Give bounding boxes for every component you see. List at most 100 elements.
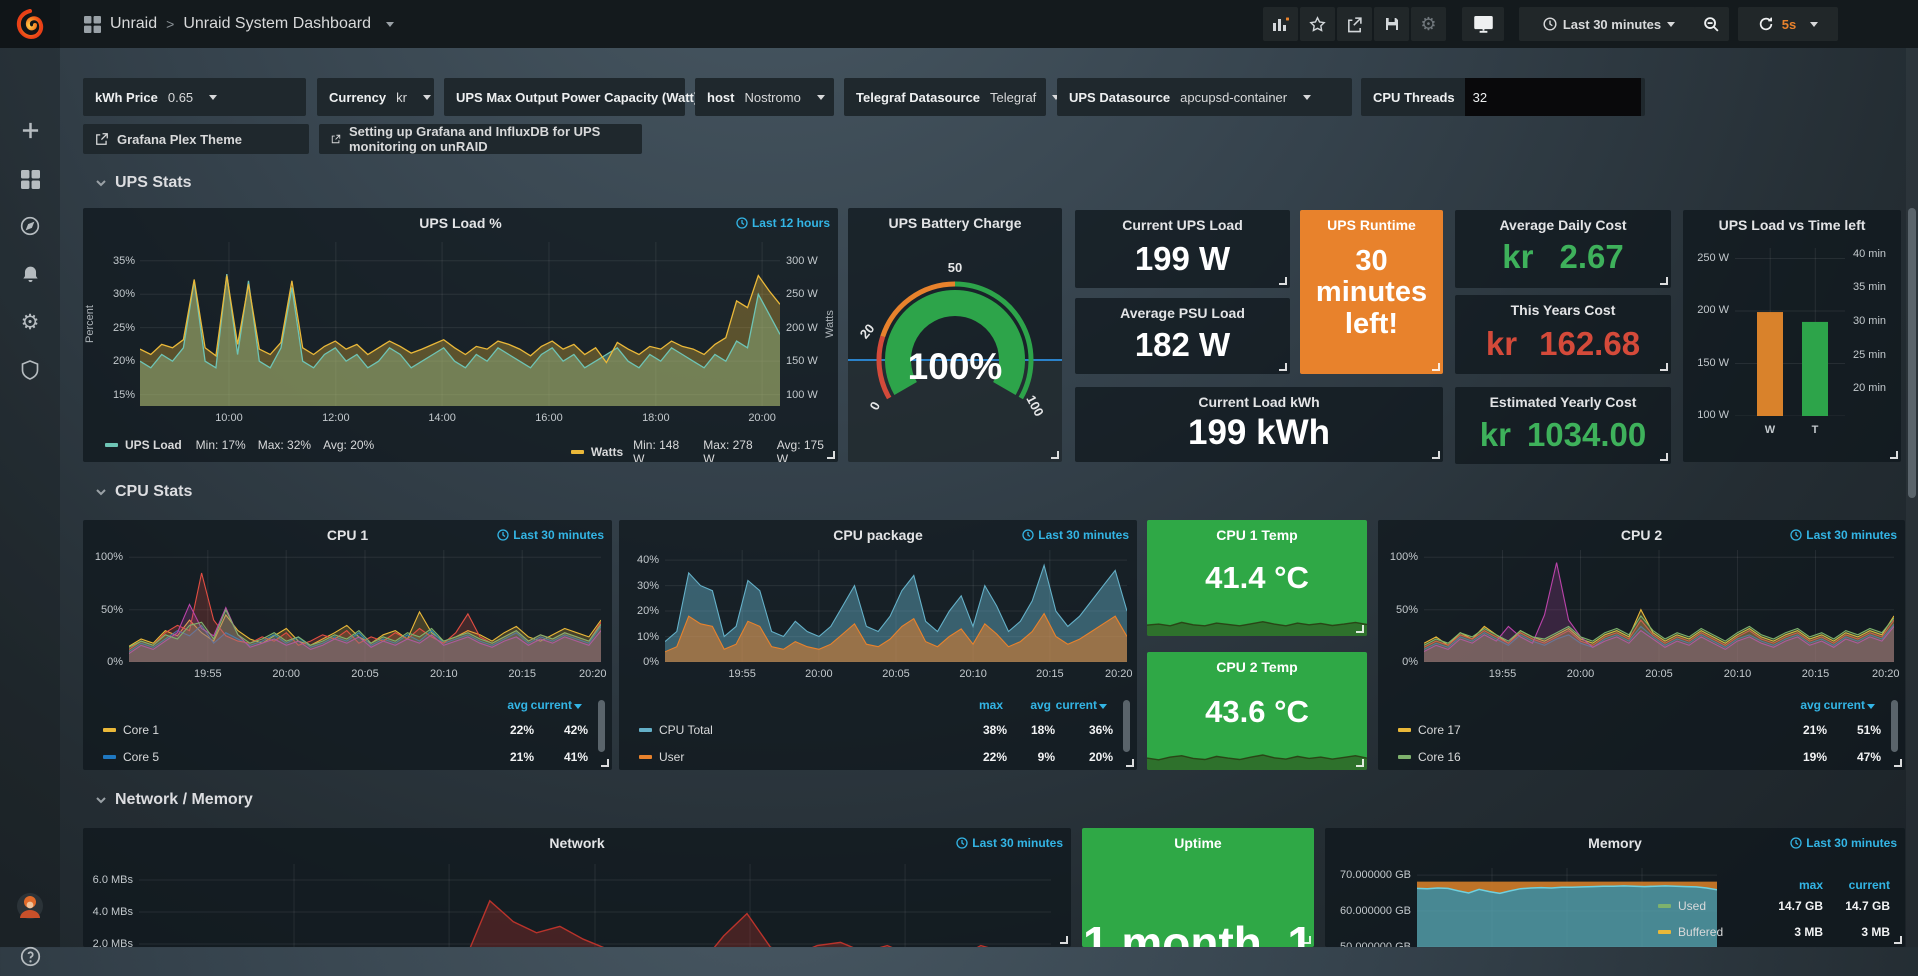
share-button[interactable] xyxy=(1337,7,1372,41)
section-network-memory[interactable]: Network / Memory xyxy=(95,791,253,809)
legend-scrollbar[interactable] xyxy=(1123,700,1130,752)
panel-title[interactable]: CPU 2 Temp xyxy=(1147,659,1367,675)
grafana-logo[interactable] xyxy=(0,0,60,48)
legend-row[interactable]: Used xyxy=(1658,899,1706,913)
page-title[interactable]: Unraid System Dashboard xyxy=(183,15,371,33)
legend-ups-load[interactable]: UPS Load Min: 17% Max: 32% Avg: 20% xyxy=(105,438,374,452)
kiosk-mode-button[interactable] xyxy=(1462,7,1504,41)
axis-tick: 20:00 xyxy=(805,668,833,680)
cpu-package-chart[interactable] xyxy=(665,550,1127,662)
cpu1-chart[interactable] xyxy=(129,550,601,662)
panel-time-range[interactable]: Last 12 hours xyxy=(736,216,830,230)
create-plus-icon[interactable] xyxy=(0,110,60,150)
panel-title[interactable]: UPS Runtime xyxy=(1300,217,1443,233)
section-ups-stats[interactable]: UPS Stats xyxy=(95,174,191,192)
panel-title[interactable]: Current UPS Load xyxy=(1075,217,1290,233)
dashboard-link-ups-guide[interactable]: Setting up Grafana and InfluxDB for UPS … xyxy=(319,124,642,154)
legend-value: 36% xyxy=(1089,723,1113,737)
help-icon[interactable] xyxy=(0,936,60,976)
panel-title[interactable]: Average Daily Cost xyxy=(1455,217,1671,233)
axis-tick: 2.0 MBs xyxy=(85,938,133,947)
legend-col-current[interactable]: current xyxy=(1824,698,1875,712)
page-scrollbar-thumb[interactable] xyxy=(1908,208,1916,498)
refresh-picker[interactable]: 5s xyxy=(1738,7,1838,41)
load-vs-time-chart[interactable] xyxy=(1735,248,1845,416)
dashboard-picker-caret-icon[interactable] xyxy=(386,22,394,27)
legend-row[interactable]: CPU Total xyxy=(639,723,713,737)
legend-col-max[interactable]: max xyxy=(979,698,1003,712)
alerting-bell-icon[interactable] xyxy=(0,254,60,294)
legend-scrollbar[interactable] xyxy=(598,700,605,752)
zoom-out-button[interactable] xyxy=(1694,7,1729,41)
legend-value: 3 MB xyxy=(1830,925,1890,939)
panel-title[interactable]: Network xyxy=(83,835,1071,851)
legend-col-max[interactable]: max xyxy=(1773,878,1823,892)
legend-row[interactable]: User xyxy=(639,750,684,764)
breadcrumb-app[interactable]: Unraid xyxy=(110,15,157,33)
legend-scrollbar[interactable] xyxy=(1891,700,1898,752)
legend-row[interactable]: Core 17 xyxy=(1398,723,1461,737)
chevron-down-icon xyxy=(423,95,431,100)
var-currency[interactable]: Currency kr xyxy=(317,78,434,116)
dashboards-icon[interactable] xyxy=(0,159,60,199)
axis-tick: 35% xyxy=(87,255,135,267)
panel-time-range[interactable]: Last 30 minutes xyxy=(1790,836,1897,850)
legend-value: 14.7 GB xyxy=(1773,899,1823,913)
cpu2-chart[interactable] xyxy=(1424,550,1894,662)
panel-time-range[interactable]: Last 30 minutes xyxy=(1022,528,1129,542)
legend-col-avg[interactable]: avg xyxy=(1800,698,1821,712)
legend-row[interactable]: Core 16 xyxy=(1398,750,1461,764)
panel-title[interactable]: UPS Load % xyxy=(83,215,838,231)
var-ups-max-output[interactable]: UPS Max Output Power Capacity (Watt) 865 xyxy=(444,78,685,116)
explore-compass-icon[interactable] xyxy=(0,206,60,246)
add-panel-button[interactable] xyxy=(1263,7,1298,41)
legend-row[interactable]: Core 1 xyxy=(103,723,159,737)
var-value: 0.65 xyxy=(168,90,193,105)
panel-title[interactable]: CPU 1 Temp xyxy=(1147,527,1367,543)
legend-col-current[interactable]: current xyxy=(531,698,582,712)
server-admin-shield-icon[interactable] xyxy=(0,350,60,390)
panel-title[interactable]: UPS Load vs Time left xyxy=(1683,217,1901,233)
panel-time-range[interactable]: Last 30 minutes xyxy=(497,528,604,542)
legend-col-avg[interactable]: avg xyxy=(1030,698,1051,712)
panel-title[interactable]: Average PSU Load xyxy=(1075,305,1290,321)
panel-title[interactable]: UPS Battery Charge xyxy=(848,215,1062,231)
axis-tick: 16:00 xyxy=(535,412,563,424)
page-scrollbar-track[interactable] xyxy=(1906,48,1918,947)
legend-row[interactable]: Buffered xyxy=(1658,925,1723,939)
save-button[interactable] xyxy=(1374,7,1409,41)
var-kwh-price[interactable]: kWh Price 0.65 xyxy=(83,78,306,116)
panel-title[interactable]: Current Load kWh xyxy=(1075,394,1443,410)
legend-row[interactable]: Core 5 xyxy=(103,750,159,764)
legend-col-avg[interactable]: avg xyxy=(507,698,528,712)
var-telegraf-datasource[interactable]: Telegraf Datasource Telegraf xyxy=(844,78,1046,116)
panel-title[interactable]: Uptime xyxy=(1082,835,1314,851)
section-cpu-stats[interactable]: CPU Stats xyxy=(95,483,192,501)
network-chart[interactable] xyxy=(139,864,1051,947)
axis-tick: 6.0 MBs xyxy=(85,874,133,886)
cpu1-temp-sparkline xyxy=(1147,602,1367,636)
axis-tick: 20:15 xyxy=(1036,668,1064,680)
user-avatar[interactable] xyxy=(0,886,60,926)
legend-col-current[interactable]: current xyxy=(1056,698,1107,712)
axis-tick: 20% xyxy=(87,355,135,367)
cpu-threads-input[interactable] xyxy=(1465,78,1641,116)
star-button[interactable] xyxy=(1300,7,1335,41)
ups-load-chart[interactable] xyxy=(140,242,780,406)
panel-title[interactable]: This Years Cost xyxy=(1455,302,1671,318)
dashboards-grid-icon[interactable] xyxy=(84,16,101,33)
legend-col-current[interactable]: current xyxy=(1830,878,1890,892)
legend-watts[interactable]: Watts Min: 148 W Max: 278 W Avg: 175 W xyxy=(571,438,838,462)
var-value: kr xyxy=(396,90,407,105)
panel-time-range[interactable]: Last 30 minutes xyxy=(956,836,1063,850)
panel-title[interactable]: Estimated Yearly Cost xyxy=(1455,394,1671,410)
dashboard-link-plex-theme[interactable]: Grafana Plex Theme xyxy=(83,124,309,154)
legend-value: 22% xyxy=(510,723,534,737)
panel-time-range[interactable]: Last 30 minutes xyxy=(1790,528,1897,542)
var-host[interactable]: host Nostromo xyxy=(695,78,834,116)
var-ups-datasource[interactable]: UPS Datasource apcupsd-container xyxy=(1057,78,1352,116)
time-range-picker[interactable]: Last 30 minutes xyxy=(1519,7,1699,41)
settings-button[interactable]: ⚙ xyxy=(1411,7,1446,41)
configuration-gear-icon[interactable]: ⚙ xyxy=(0,302,60,342)
